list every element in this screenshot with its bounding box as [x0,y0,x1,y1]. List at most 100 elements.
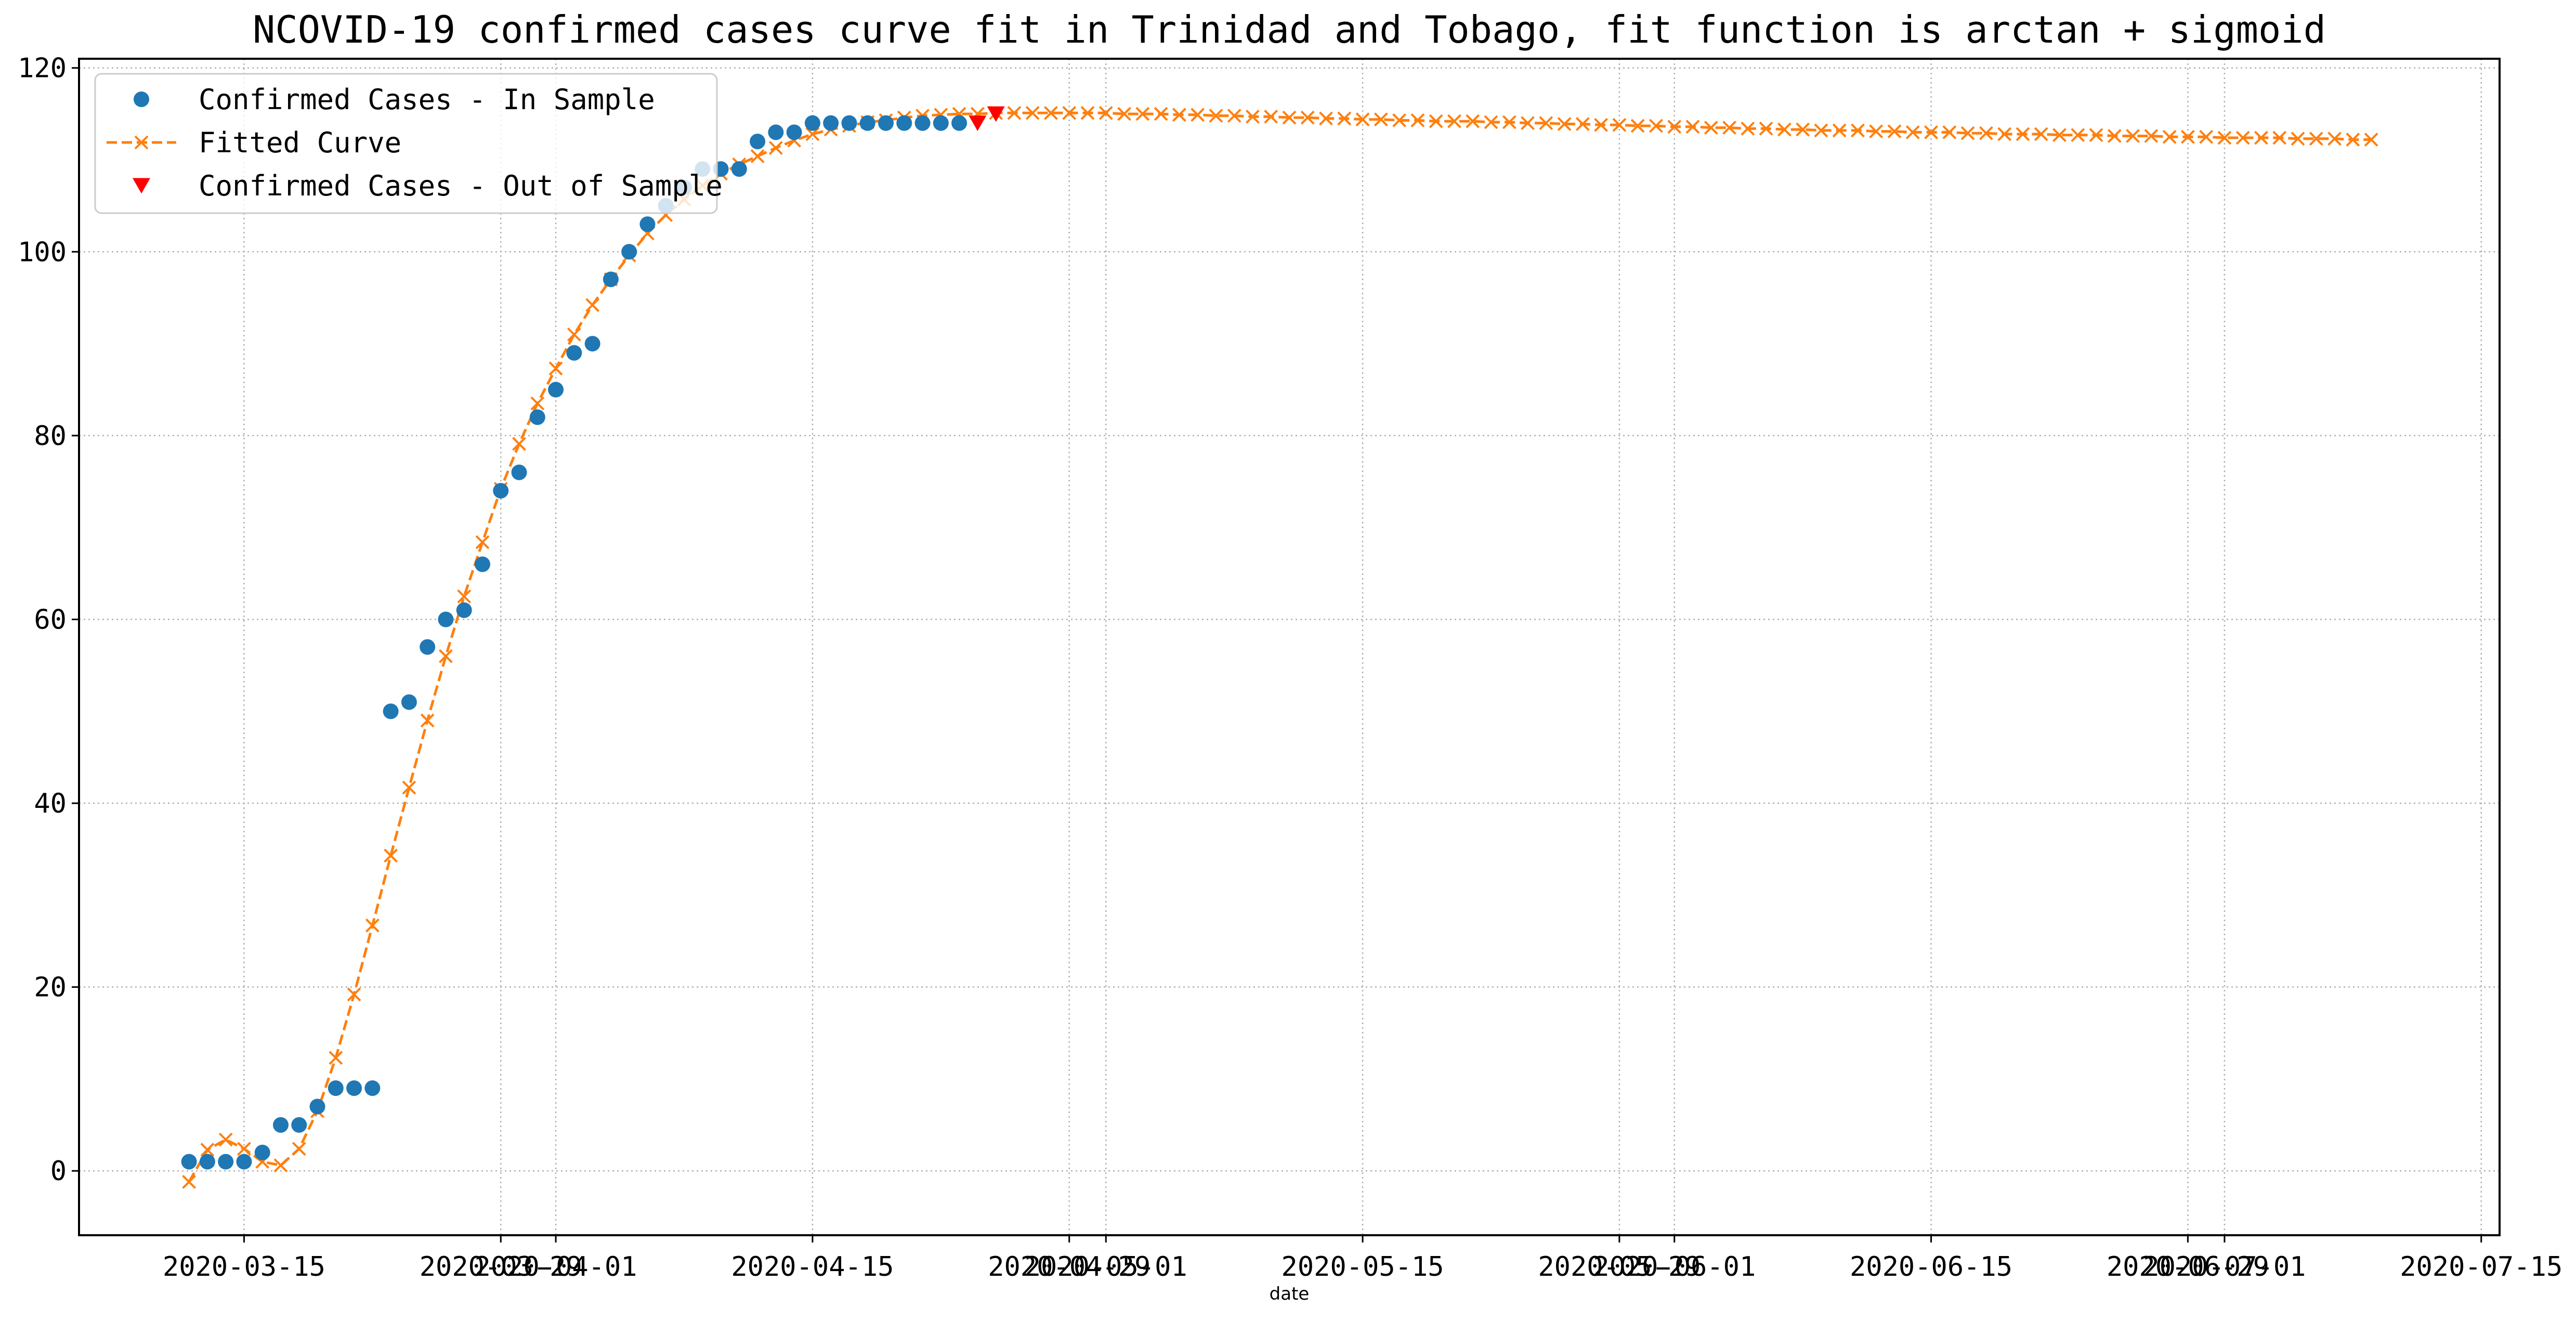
fitted-curve-point [1466,114,1480,128]
fitted-curve-point [1796,122,1810,137]
confirmed-case-point [823,115,839,131]
fitted-curve-point [1539,116,1553,130]
fitted-curve-point [1337,111,1352,126]
fitted-curve-point [2217,130,2232,145]
fitted-curve-point [1392,113,1407,127]
fitted-curve-point [1355,112,1370,127]
x-tick-label: 2020-03-15 [163,1251,325,1283]
confirmed-case-point [401,694,417,710]
fitted-curve-point [1777,122,1792,137]
fitted-curve-point [1502,115,1516,129]
fitted-curve-point [512,437,526,451]
fitted-curve-point [292,1142,306,1156]
confirmed-case-point [548,382,564,398]
confirmed-case-point [254,1144,270,1160]
legend-marker-in-sample [134,91,149,107]
fitted-curve-point [1905,125,1920,139]
fitted-curve-point [1062,106,1077,120]
confirmed-case-point [951,115,967,131]
legend-box [94,73,718,214]
fitted-curve-point [1704,121,1718,135]
fitted-curve-point [1667,120,1682,134]
out-of-sample-point [987,106,1005,122]
x-tick-label: 2020-04-15 [731,1251,894,1283]
x-tick-label: 2020-04-29 [988,1251,1150,1283]
confirmed-case-point [383,703,399,720]
fitted-curve-point [1924,125,1938,139]
legend-label: Fitted Curve [199,126,401,159]
fitted-curve-point [1869,124,1884,139]
confirmed-case-point [786,124,802,140]
confirmed-case-point [364,1080,381,1096]
fitted-curve-point [1649,119,1663,133]
fitted-curve-point [1172,108,1186,122]
fitted-curve-point [1246,109,1260,124]
legend-marker-fitted [134,135,149,150]
fitted-curve-point [420,713,435,728]
fitted-curve-point [1685,120,1700,134]
fitted-curve-point [1319,111,1333,126]
fitted-curve-point [1080,106,1095,120]
y-tick-label: 100 [18,237,67,268]
fitted-curve-point [1099,106,1113,120]
confirmed-case-point [493,482,509,499]
legend-marker-out-of-sample [133,178,150,194]
confirmed-case-point [309,1098,325,1115]
legend: Confirmed Cases - In Sample Fitted Curve C… [94,73,723,214]
fitted-curve-point [750,149,765,163]
confirmed-case-point [621,244,637,260]
fitted-curve-point [1612,117,1627,132]
y-tick-label: 20 [34,972,67,1003]
fitted-curve-point [1594,117,1609,132]
plot-frame [78,58,2501,1236]
confirmed-case-point [218,1154,234,1170]
fitted-curve-point [1154,107,1168,121]
fitted-curve-point [2089,128,2103,142]
fitted-curve-point [1887,124,1902,139]
fitted-curve-point [347,987,361,1002]
fitted-curve-point [2052,128,2067,142]
plot-series [181,106,2378,1189]
fitted-curve-point [475,535,490,550]
fitted-curve-point [768,141,783,155]
fitted-curve-point [439,649,453,663]
x-tick-label: 2020-05-01 [1025,1251,1187,1283]
fitted-curve-point [1997,127,2012,141]
confirmed-case-point [420,639,436,655]
confirmed-case-point [859,115,875,131]
fitted-curve-point [1575,117,1590,131]
fitted-curve-point [567,327,581,342]
y-tick-label: 120 [18,53,67,84]
confirmed-case-point [841,115,857,131]
fitted-curve-point [1117,107,1131,121]
x-tick-label: 2020-06-01 [1593,1251,1756,1283]
fitted-curve-point [329,1051,343,1065]
confirmed-case-point [566,345,582,361]
out-of-sample-point [969,115,987,132]
x-tick-label: 2020-07-01 [2143,1251,2306,1283]
fitted-curve-point [2272,130,2287,145]
fitted-curve-point [1300,110,1315,125]
fitted-curve-point [2235,130,2250,145]
fitted-curve-point [1044,106,1058,120]
confirmed-case-point [236,1154,252,1170]
fitted-curve-point [200,1143,215,1157]
fitted-curve-point [2180,129,2195,144]
legend-label: Confirmed Cases - In Sample [199,83,655,116]
x-axis-label: date [1270,1284,1310,1304]
x-tick-label: 2020-05-29 [1538,1251,1701,1283]
fitted-curve-point [1979,126,1993,140]
y-tick-label: 0 [50,1156,67,1187]
confirmed-case-point [804,115,820,131]
fitted-curve-point [1722,121,1736,135]
fitted-curve-point [457,589,472,604]
fitted-curve-point [1191,108,1205,122]
fitted-curve-point [1264,109,1278,124]
fitted-curve-point [237,1142,251,1156]
confirmed-case-point [933,115,949,131]
fitted-curve-point [1741,121,1755,136]
x-tick-label: 2020-07-15 [2400,1251,2562,1283]
fitted-curve-point [805,127,820,141]
fitted-curve-point [1630,119,1645,133]
